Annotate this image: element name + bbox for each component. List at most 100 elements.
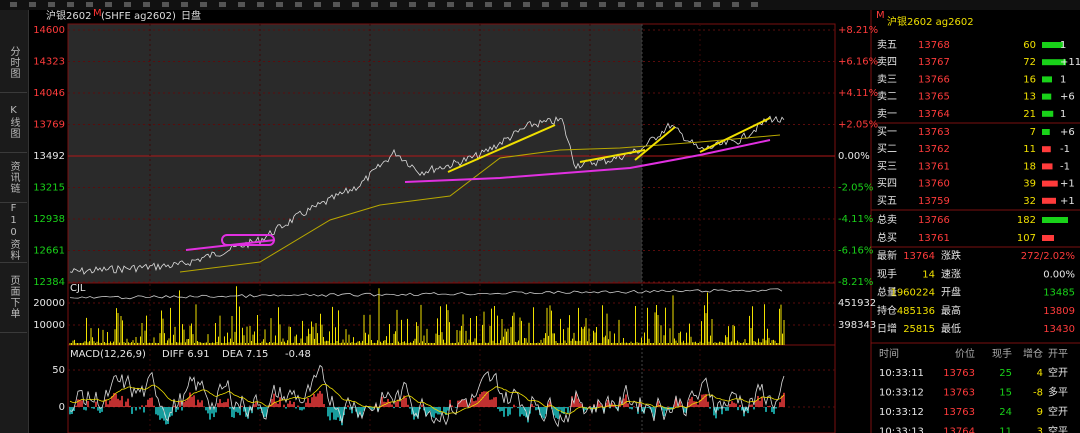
book-price: 13764 xyxy=(918,109,950,120)
tick-header: 时间 xyxy=(879,347,899,360)
percent-axis-label: -6.16% xyxy=(838,246,873,257)
average-line xyxy=(179,134,781,273)
book-volume: 21 xyxy=(1023,109,1036,120)
chart-frame xyxy=(67,23,836,433)
trend-line xyxy=(634,126,676,161)
price-axis-label: 12938 xyxy=(33,214,65,225)
price-axis-label: 14323 xyxy=(33,57,65,68)
toolbar-icon xyxy=(314,2,321,7)
tick-cell: 空开 xyxy=(1048,405,1068,418)
tick-header: 开平 xyxy=(1048,349,1068,360)
tick-cell: 3 xyxy=(1037,427,1043,433)
toolbar-icon xyxy=(352,2,359,7)
toolbar-icon xyxy=(162,2,169,7)
book-label: 买二 xyxy=(877,143,897,155)
book-price: 13760 xyxy=(918,179,950,190)
book-volume: 13 xyxy=(1023,92,1036,103)
price-axis-label: 14600 xyxy=(33,25,65,36)
book-change: +6 xyxy=(1060,92,1075,103)
tick-cell: 24 xyxy=(999,407,1012,418)
tick-cell: 10:33:13 xyxy=(879,427,924,433)
total-label: 总买 xyxy=(877,231,897,244)
book-bar xyxy=(1042,59,1066,66)
price-line xyxy=(69,115,785,275)
stat-value: 13764 xyxy=(903,251,935,262)
side-tab[interactable]: 分时图 xyxy=(0,32,27,93)
book-change: 1 xyxy=(1060,40,1066,51)
total-label: 总卖 xyxy=(877,213,897,226)
percent-axis-label: +8.21% xyxy=(838,25,878,36)
side-tab[interactable]: 页面下单 xyxy=(0,262,27,333)
trend-line xyxy=(699,117,771,153)
tick-cell: 空开 xyxy=(1048,366,1068,379)
quote-title: 沪银2602 ag2602 xyxy=(887,15,974,28)
toolbar-icon xyxy=(143,2,150,7)
symbol: 沪银2602 xyxy=(46,9,91,22)
toolbar-icon xyxy=(48,2,55,7)
toolbar-icon xyxy=(181,2,188,7)
book-price: 13762 xyxy=(918,144,950,155)
book-bar xyxy=(1042,110,1054,117)
stat-label: 现手 xyxy=(877,267,897,280)
book-price: 13759 xyxy=(918,196,950,207)
stat-value: 0.00% xyxy=(1043,269,1075,280)
toolbar-icon xyxy=(86,2,93,7)
toolbar-icon xyxy=(656,2,663,7)
book-bar xyxy=(1042,163,1053,170)
percent-axis-label: +6.16% xyxy=(838,57,878,68)
total-price: 13766 xyxy=(918,215,950,226)
toolbar-icon xyxy=(10,2,17,7)
toolbar-icon xyxy=(333,2,340,7)
book-volume: 7 xyxy=(1030,127,1036,138)
code: (SHFE ag2602) xyxy=(101,11,176,22)
book-bar xyxy=(1042,146,1051,153)
book-change: +1 xyxy=(1060,196,1075,207)
total-bar xyxy=(1042,217,1068,223)
stat-label: 速涨 xyxy=(941,268,961,280)
percent-axis-label: 0.00% xyxy=(838,151,870,162)
tick-header: 现手 xyxy=(992,347,1012,360)
macd-axis-label: 50 xyxy=(52,365,65,376)
toolbar-icon xyxy=(447,2,454,7)
price-axis-label: 12661 xyxy=(33,246,65,257)
book-price: 13767 xyxy=(918,57,950,68)
percent-axis-label: -8.21% xyxy=(838,277,873,288)
trend-line xyxy=(404,139,771,183)
percent-axis-label: -2.05% xyxy=(838,183,873,194)
toolbar xyxy=(0,0,1080,10)
tick-cell: 4 xyxy=(1037,368,1043,379)
open-interest-line xyxy=(69,288,783,300)
side-tab[interactable]: K线图 xyxy=(0,92,27,153)
stat-label: 开盘 xyxy=(941,286,961,299)
stat-value: 1960224 xyxy=(890,288,935,299)
book-volume: 72 xyxy=(1023,57,1036,68)
book-volume: 18 xyxy=(1023,161,1036,172)
total-volume: 107 xyxy=(1017,233,1036,244)
price-axis-label: 12384 xyxy=(33,277,65,288)
book-change: +1 xyxy=(1060,179,1075,190)
toolbar-icon xyxy=(124,2,131,7)
toolbar-icon xyxy=(561,2,568,7)
tick-cell: 25 xyxy=(999,368,1012,379)
toolbar-icon xyxy=(485,2,492,7)
book-volume: 16 xyxy=(1023,74,1036,85)
percent-axis-label: +2.05% xyxy=(838,120,878,131)
toolbar-icon xyxy=(371,2,378,7)
toolbar-icon xyxy=(257,2,264,7)
trend-line xyxy=(447,124,556,173)
side-tab[interactable]: F10资料 xyxy=(0,202,27,263)
stat-label: 最低 xyxy=(941,322,961,335)
toolbar-icon xyxy=(428,2,435,7)
tick-cell: 13763 xyxy=(943,407,975,418)
tick-cell: 空平 xyxy=(1048,425,1068,433)
diff-line xyxy=(69,364,785,428)
price-axis-label: 14046 xyxy=(33,88,65,99)
session-shade xyxy=(68,24,642,283)
macd-dea: DEA 7.15 xyxy=(222,349,268,360)
volume-axis-label: 451932 xyxy=(838,298,876,309)
toolbar-icon xyxy=(200,2,207,7)
trend-line xyxy=(579,149,646,163)
toolbar-icon xyxy=(295,2,302,7)
side-tab[interactable]: 资讯链 xyxy=(0,152,27,203)
